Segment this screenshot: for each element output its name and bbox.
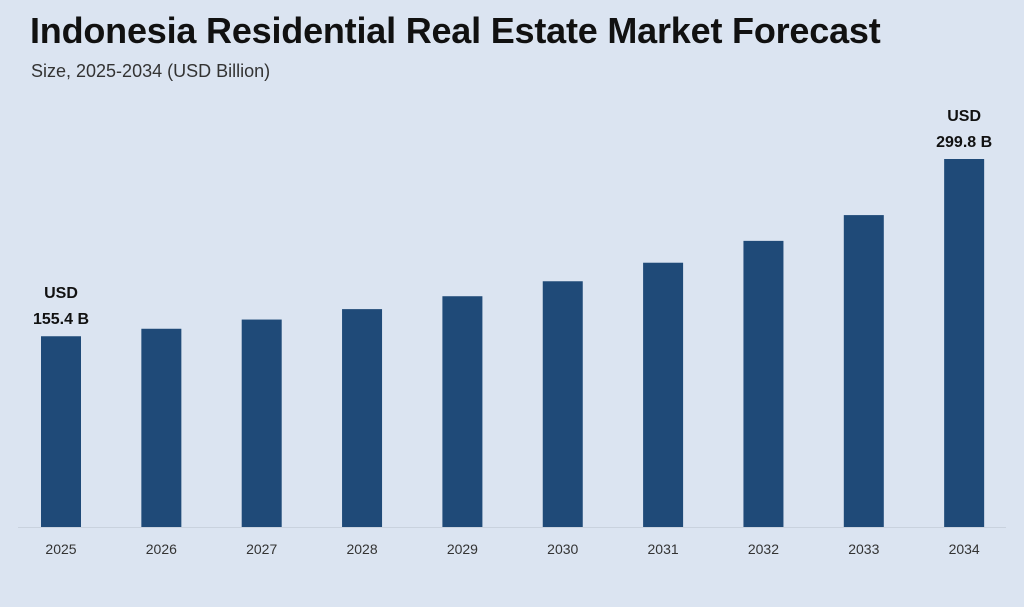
data-label-2034-line-2: 299.8 B — [936, 134, 992, 151]
x-tick-label-2026: 2026 — [146, 541, 177, 557]
data-label-2025-line-1: USD — [44, 285, 78, 302]
x-tick-label-2025: 2025 — [45, 541, 76, 557]
bar-2028 — [342, 309, 383, 527]
chart-subtitle: Size, 2025-2034 (USD Billion) — [31, 61, 271, 81]
x-tick-label-2032: 2032 — [748, 541, 779, 557]
x-tick-label-2033: 2033 — [848, 541, 879, 557]
x-tick-label-2029: 2029 — [447, 541, 478, 557]
bar-2025 — [41, 336, 81, 527]
chart-title: Indonesia Residential Real Estate Market… — [30, 10, 881, 51]
x-tick-label-2034: 2034 — [949, 541, 980, 557]
bar-2032 — [743, 240, 784, 528]
bar-2031 — [643, 262, 684, 527]
data-label-2034-line-1: USD — [947, 108, 981, 125]
bar-2034 — [944, 159, 985, 527]
x-tick-label-2027: 2027 — [246, 541, 277, 557]
x-tick-label-2030: 2030 — [547, 541, 578, 557]
bar-2029 — [442, 296, 483, 527]
x-tick-label-2031: 2031 — [648, 541, 679, 557]
bar-2030 — [542, 281, 583, 527]
data-label-2025-line-2: 155.4 B — [33, 311, 89, 328]
bar-2027 — [241, 319, 282, 527]
x-tick-label-2028: 2028 — [346, 541, 377, 557]
bar-2026 — [141, 328, 182, 527]
bar-2033 — [843, 215, 884, 527]
